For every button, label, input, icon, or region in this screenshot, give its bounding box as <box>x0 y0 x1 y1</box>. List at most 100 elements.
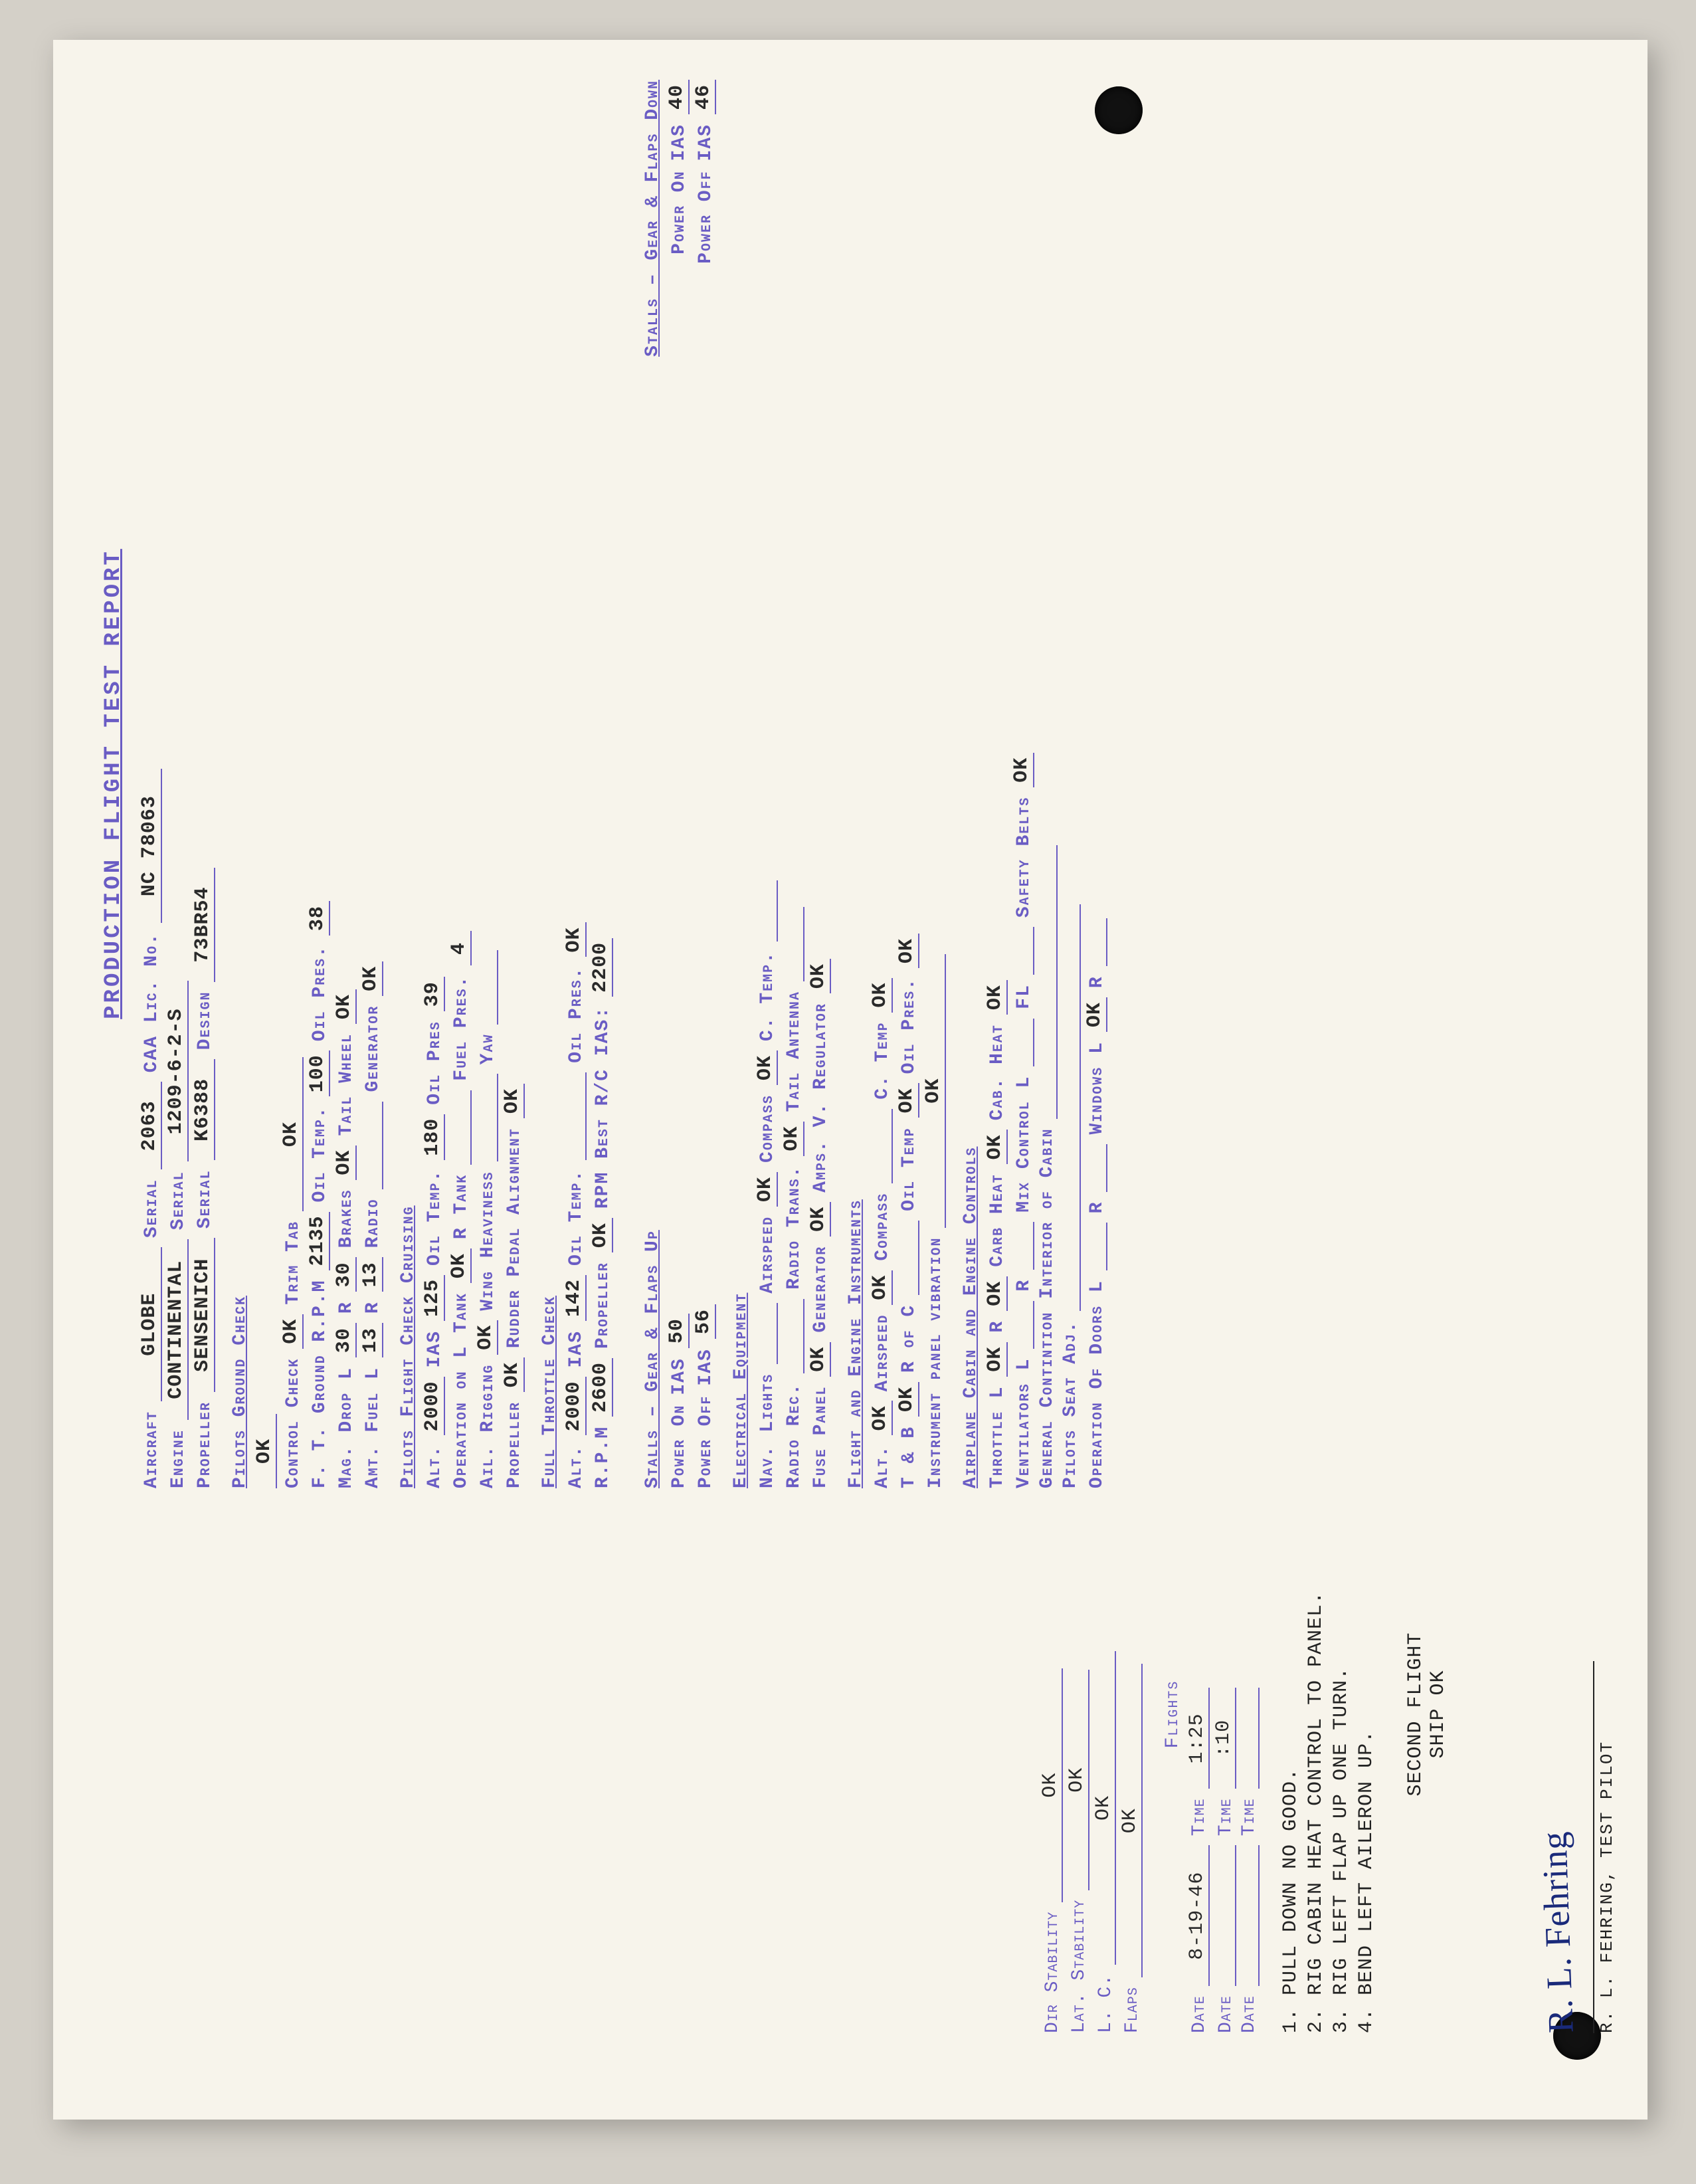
report-title: PRODUCTION FLIGHT TEST REPORT <box>101 80 126 1488</box>
fld-ft-ground-rpm: 2135 <box>306 1212 330 1270</box>
fld-tail-ant <box>803 907 804 981</box>
lbl-lc: L. C. <box>1095 1974 1116 2033</box>
lbl-caa: CAA Lic. No. <box>141 932 162 1072</box>
lbl-ias-f: IAS <box>566 1330 587 1367</box>
fld-seat <box>1080 904 1081 1311</box>
fld-ail: OK <box>474 1320 498 1355</box>
fld-oilt-c: 180 <box>421 1114 445 1160</box>
lbl-throttle: Throttle L <box>987 1386 1008 1488</box>
fld-oilp-f: OK <box>563 922 587 957</box>
sec-ground: Pilots Ground Check <box>230 80 250 1488</box>
fld-as-e: OK <box>754 1172 778 1207</box>
lbl-engine-serial: Serial <box>168 1171 189 1230</box>
fld-oilp-i: OK <box>895 934 919 968</box>
lbl-ft-ground-rpm: F. T. Ground R.P.M <box>310 1280 330 1488</box>
lbl-comp-i: Compass <box>872 1193 893 1261</box>
lbl-dir: Dir Stability <box>1042 1912 1063 2033</box>
note-3: RIG LEFT FLAP UP ONE TURN. <box>1330 1395 1353 2033</box>
lbl-nav: Nav. Lights <box>757 1373 778 1488</box>
fld-as-i: OK <box>869 1270 893 1305</box>
fld-upoff: 56 <box>692 1304 716 1339</box>
lbl-wing: Wing Heaviness <box>478 1171 498 1310</box>
lbl-gen-e: Generator <box>810 1246 831 1333</box>
lbl-rudder: Rudder Pedal Alignment <box>504 1128 525 1348</box>
lbl-ias-d1: IAS <box>669 124 690 161</box>
lbl-oilp-f: Oil Pres. <box>566 966 587 1062</box>
fld-comp-e: OK <box>754 1050 778 1085</box>
fld-prop-f: OK <box>589 1218 613 1252</box>
lbl-oilp-c: Oil Pres <box>424 1021 445 1104</box>
lbl-poweroff-u: Power Off <box>696 1395 716 1488</box>
fld-generator-g: OK <box>359 961 383 996</box>
fld-date2 <box>1235 1845 1236 1986</box>
fld-thrR: OK <box>984 1276 1008 1311</box>
sec-stalls-dn: Stalls – Gear & Flaps Down <box>642 80 663 357</box>
second-flight: SECOND FLIGHT <box>1404 1395 1427 2033</box>
lbl-ias-u1: IAS <box>669 1357 690 1395</box>
fld-interior <box>1056 845 1058 1119</box>
fld-prop-design: 73BR54 <box>191 868 215 982</box>
fld-oilp-c: 39 <box>421 977 445 1011</box>
fld-tail-wheel: OK <box>333 989 357 1024</box>
fld-prop-serial: K6388 <box>191 1059 215 1160</box>
lbl-fuel-pres: Fuel Pres. <box>451 975 472 1081</box>
lbl-serial: Serial <box>141 1179 162 1238</box>
lbl-amt-fuel: Amt. Fuel L <box>363 1367 383 1488</box>
signature-script: R. L. Fehring <box>1518 1395 1581 2034</box>
lbl-rtrans: Radio Trans. <box>784 1165 804 1290</box>
lbl-alt-f: Alt. <box>566 1444 587 1488</box>
sec-stalls-up: Stalls – Gear & Flaps Up <box>642 1230 663 1488</box>
lbl-ventR: R <box>1014 1279 1034 1292</box>
fld-time3 <box>1258 1688 1260 1789</box>
fld-thrL: OK <box>984 1342 1008 1377</box>
lbl-oilt-f: Oil Temp. <box>566 1169 587 1266</box>
lbl-mag-R: R <box>336 1301 357 1314</box>
lbl-time3: Time <box>1239 1798 1260 1836</box>
lbl-as-i: Airspeed <box>872 1314 893 1392</box>
lbl-date3: Date <box>1239 1995 1260 2033</box>
fld-ias-c: 125 <box>421 1275 445 1321</box>
lbl-oil-pres-g: Oil Pres. <box>310 945 330 1041</box>
signature-line <box>1593 1661 1594 2033</box>
fld-ventR <box>1033 1222 1034 1270</box>
fld-aircraft-serial: 2063 <box>138 1082 162 1169</box>
lbl-thrR: R <box>987 1320 1008 1333</box>
sec-instr: Flight and Engine Instruments <box>846 80 866 1488</box>
fld-belts: OK <box>1010 753 1034 787</box>
lbl-radio: Radio <box>363 1199 383 1248</box>
sec-flights: Flights <box>1163 1395 1183 2033</box>
fld-oil-pres-g: 38 <box>306 901 330 936</box>
lbl-yaw: Yaw <box>478 1034 498 1065</box>
lbl-ias-d2: IAS <box>696 124 716 161</box>
lbl-amps: Amps. V. Regulator <box>810 1003 831 1193</box>
lbl-ias-u2: IAS <box>696 1348 716 1385</box>
fld-fuse: OK <box>807 1342 831 1377</box>
fld-rudder: OK <box>501 1084 525 1118</box>
fld-amps: OK <box>807 959 831 993</box>
note-4: BEND LEFT AILERON UP. <box>1355 1395 1378 2033</box>
fld-ias-f: 142 <box>563 1275 587 1321</box>
lbl-lat: Lat. Stability <box>1069 1900 1089 2033</box>
signature-caption: R. L. FEHRING, TEST PILOT <box>1597 1395 1617 2033</box>
lbl-cabheat: Cab. Heat <box>987 1024 1008 1120</box>
fld-dir: OK <box>1039 1668 1063 1902</box>
lbl-fuse: Fuse Panel <box>810 1386 831 1488</box>
lbl-prop-serial: Serial <box>195 1169 215 1229</box>
lbl-windows: Windows L <box>1087 1041 1107 1134</box>
fld-roc <box>918 1221 919 1295</box>
fld-rtrans: OK <box>781 1122 804 1156</box>
lbl-fuel-R: R <box>363 1301 383 1314</box>
fld-engine: CONTINENTAL <box>165 1239 189 1420</box>
fld-aircraft: GLOBE <box>138 1247 162 1401</box>
lbl-ail: Ail. Rigging <box>478 1364 498 1488</box>
notes-list: PULL DOWN NO GOOD. RIG CABIN HEAT CONTRO… <box>1279 1395 1378 2033</box>
ship-ok: SHIP OK <box>1427 1395 1450 2033</box>
document-paper: PRODUCTION FLIGHT TEST REPORT Aircraft G… <box>53 40 1648 2120</box>
form-body: PRODUCTION FLIGHT TEST REPORT Aircraft G… <box>93 80 1110 1488</box>
fld-oilt-f <box>585 1072 587 1160</box>
fld-fuel-L: 13 <box>359 1323 383 1357</box>
fld-ltank: OK <box>448 1248 472 1283</box>
lbl-poweron-u: Power On <box>669 1405 690 1488</box>
fld-rpm-best: 2200 <box>589 938 613 997</box>
fld-nav <box>777 1303 778 1364</box>
